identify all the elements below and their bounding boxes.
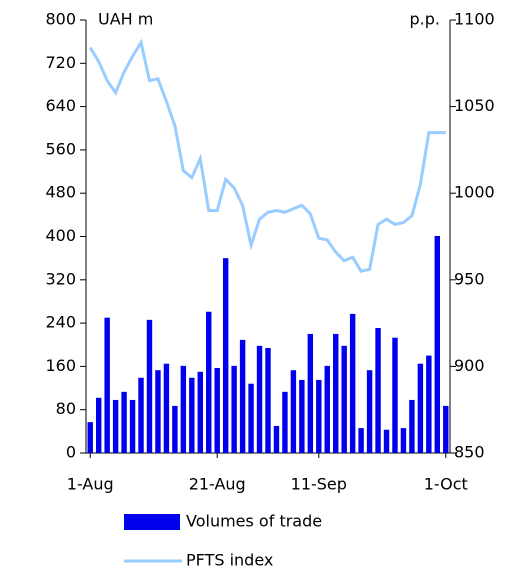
y-tick-label: 240 — [45, 313, 76, 332]
bar — [138, 377, 144, 453]
bar — [383, 429, 390, 453]
bar — [273, 425, 280, 453]
bar — [349, 313, 356, 453]
bar — [256, 345, 263, 453]
bar — [265, 347, 271, 453]
bar — [400, 428, 407, 453]
y-tick-label: 640 — [45, 96, 76, 115]
bar — [366, 370, 373, 453]
bar — [375, 327, 381, 453]
bar — [155, 370, 161, 453]
bar — [95, 397, 102, 453]
bar — [434, 235, 441, 453]
bar — [222, 258, 229, 453]
y2-tick-label: 900 — [454, 356, 485, 375]
bar — [443, 405, 449, 453]
x-tick-label: 1-Oct — [424, 475, 468, 494]
bar — [358, 428, 364, 453]
bar — [299, 379, 305, 453]
bar — [121, 391, 127, 453]
bar — [206, 311, 212, 453]
y2-axis-label: p.p. — [410, 10, 440, 29]
bar — [282, 391, 288, 453]
y-tick-label: 720 — [45, 53, 76, 72]
legend-swatch — [124, 514, 180, 530]
bar — [316, 379, 322, 453]
bar — [307, 333, 314, 453]
x-tick-label: 21-Aug — [189, 475, 246, 494]
bar — [189, 377, 195, 453]
bar — [409, 399, 415, 453]
bar — [333, 333, 339, 453]
bar — [104, 317, 110, 453]
bar — [231, 365, 237, 453]
bar — [129, 399, 136, 453]
y2-tick-label: 1000 — [454, 183, 495, 202]
line — [88, 38, 446, 273]
y2-tick-label: 1100 — [454, 10, 495, 29]
y-tick-label: 560 — [45, 139, 76, 158]
bar — [180, 365, 187, 453]
bar — [172, 405, 178, 453]
y-tick-label: 400 — [45, 226, 76, 245]
y-axis-label: UAH m — [98, 10, 153, 29]
y-tick-label: 480 — [45, 183, 76, 202]
y2-tick-label: 950 — [454, 269, 485, 288]
bar — [87, 422, 93, 453]
bar — [426, 355, 432, 453]
bar — [417, 363, 424, 453]
x-tick-label: 11-Sep — [291, 475, 347, 494]
y2-tick-label: 850 — [454, 443, 485, 462]
y2-tick-label: 1050 — [454, 96, 495, 115]
x-tick-label: 1-Aug — [67, 475, 114, 494]
y-tick-label: 320 — [45, 269, 76, 288]
y-tick-label: 80 — [56, 399, 76, 418]
bar — [392, 337, 398, 453]
bar — [239, 339, 246, 453]
y-tick-label: 160 — [45, 356, 76, 375]
bar — [163, 363, 170, 453]
bar — [146, 319, 153, 453]
bar — [290, 370, 297, 453]
legend-label: PFTS index — [186, 551, 273, 569]
y-tick-label: 800 — [45, 10, 76, 29]
bar — [248, 383, 254, 453]
bar — [112, 399, 119, 453]
bar — [214, 368, 220, 453]
bar — [324, 365, 330, 453]
y-tick-label: 0 — [66, 443, 76, 462]
legend-label: Volumes of trade — [186, 512, 322, 531]
bar — [197, 371, 203, 453]
bar — [341, 345, 347, 453]
